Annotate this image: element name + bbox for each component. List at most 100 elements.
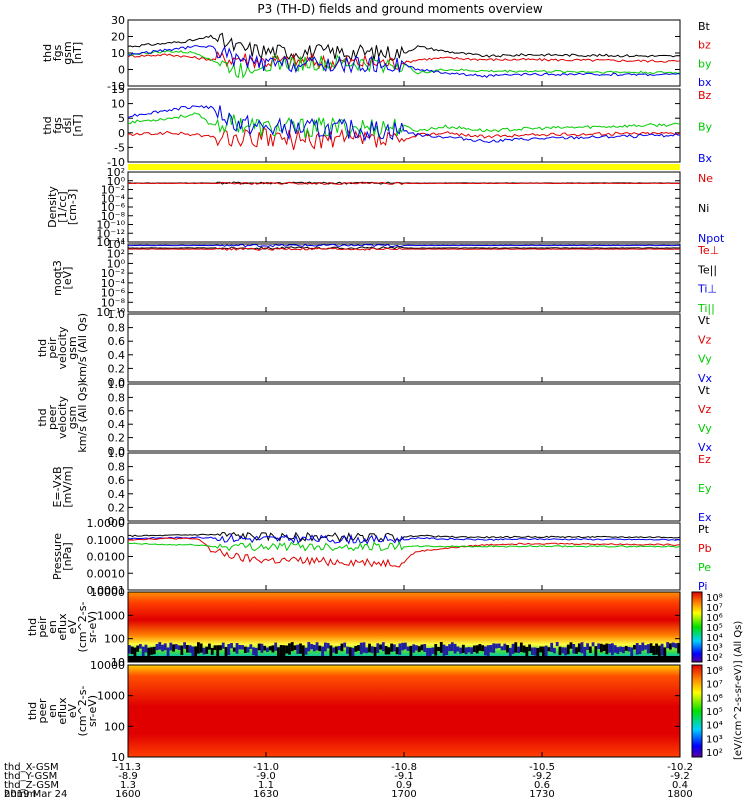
legend-Vy: Vy <box>698 422 712 435</box>
y-axis-label-line: (cm^2-s- <box>76 686 89 737</box>
spectrogram-noise <box>188 645 192 653</box>
panel-frame <box>127 243 681 313</box>
spectrogram-noise <box>362 642 366 653</box>
legend-By: By <box>698 121 713 134</box>
legend-Ey: Ey <box>698 482 712 495</box>
colorbar-lower-tick-label: 10⁸ <box>706 666 723 677</box>
y-tick-label: 0.6 <box>108 335 126 348</box>
y-tick-label: 10 <box>111 47 125 60</box>
y-axis-label-line: [eV] <box>61 267 74 290</box>
colorbar-lower-tick-label: 10² <box>706 748 723 759</box>
x-tick-label: 1.1 <box>258 780 274 791</box>
colorbar-upper-tick-label: 10⁴ <box>706 633 723 644</box>
y-axis-label-line: (cm^2-s- <box>76 602 89 653</box>
spectrogram-noise <box>384 645 388 655</box>
y-tick-label: 20 <box>111 31 125 44</box>
spectrogram-noise <box>644 645 647 650</box>
y-tick-label: 10⁻¹⁰ <box>96 219 125 232</box>
spectrogram-noise <box>304 647 308 655</box>
y-axis-label-line: eV <box>66 619 79 634</box>
spectrogram-noise <box>434 643 438 656</box>
spectrogram-noise <box>401 642 405 651</box>
legend-Ne: Ne <box>698 172 713 185</box>
legend-bx: bx <box>698 76 712 89</box>
spectrogram-noise <box>577 643 581 653</box>
spectrogram-noise <box>525 646 529 658</box>
y-tick-label: 0.6 <box>108 474 126 487</box>
colorbar-lower-tick-label: 10⁵ <box>706 707 723 718</box>
spectrogram-noise <box>180 645 184 655</box>
panel-frame <box>127 452 681 522</box>
x-tick-label: 1700 <box>391 789 416 800</box>
spectrogram-noise <box>139 644 142 649</box>
spectrogram-noise <box>655 643 658 655</box>
spectrogram-noise <box>608 643 612 653</box>
spectrogram-noise <box>517 646 520 654</box>
spectrogram-noise <box>652 645 656 656</box>
spectrogram-noise <box>406 646 410 651</box>
y-tick-label: 0.2 <box>108 501 126 514</box>
spectrogram-noise <box>594 646 598 657</box>
spectrogram-noise <box>508 647 512 659</box>
legend-Vx: Vx <box>698 441 713 454</box>
x-tick-label: -8.9 <box>118 771 138 782</box>
y-tick-label: 10⁻¹⁰ <box>96 306 125 319</box>
legend-Te⊥: Te⊥ <box>697 244 719 257</box>
spectrogram-noise <box>553 647 556 654</box>
spectrogram-noise <box>343 642 347 648</box>
spectrogram-noise <box>409 645 413 658</box>
x-tick-label: 1800 <box>667 789 692 800</box>
spectrogram-noise <box>544 645 548 657</box>
legend-Vz: Vz <box>698 333 712 346</box>
spectrogram-noise <box>470 647 474 654</box>
series-Bz <box>127 128 681 151</box>
colorbar-upper-tick-label: 10⁸ <box>706 593 723 604</box>
legend-Bt: Bt <box>698 20 711 33</box>
y-tick-label: 0.2 <box>108 362 126 375</box>
y-tick-label: 10² <box>107 248 125 261</box>
y-tick-label: 15 <box>111 83 125 96</box>
spectrogram-noise <box>285 645 289 654</box>
spectrogram-noise <box>564 647 567 656</box>
spectrogram-noise <box>166 647 170 659</box>
spectrogram-noise <box>359 642 363 655</box>
series-Bx <box>127 105 681 144</box>
spectrogram-noise <box>660 643 664 656</box>
spectrogram-noise <box>668 643 672 650</box>
spectrogram-noise <box>373 647 377 659</box>
legend-Vx: Vx <box>698 372 713 385</box>
legend-Ni: Ni <box>698 202 709 215</box>
spectrogram-noise <box>495 643 498 649</box>
spectrogram-noise <box>266 647 269 653</box>
y-axis-label-line: velocity <box>56 326 69 369</box>
spectrogram-noise <box>387 647 391 655</box>
legend-Ex: Ex <box>698 511 712 524</box>
spectrogram-noise <box>254 647 258 658</box>
y-axis-label-line: gsm <box>66 336 79 359</box>
spectrogram-noise <box>183 642 186 649</box>
y-tick-label: 1.0 <box>108 378 126 391</box>
spectrogram-noise <box>633 644 636 650</box>
y-axis-label-line: eV <box>66 703 79 718</box>
spectrogram-noise <box>586 643 589 650</box>
spectrogram-noise <box>674 643 678 649</box>
legend-Ti⊥: Ti⊥ <box>697 283 717 296</box>
spectrogram-noise <box>213 645 217 651</box>
spectrogram-noise <box>351 647 355 657</box>
y-tick-label: 1.0 <box>108 447 126 460</box>
colorbar-lower-tick-label: 10⁴ <box>706 721 723 732</box>
y-axis-label: thdfgsgsm[nT] <box>41 41 84 64</box>
spectrogram-noise <box>177 645 181 651</box>
y-axis-label-line: peir <box>36 616 49 638</box>
spectrogram-noise <box>412 644 416 653</box>
spectrogram-noise <box>622 646 625 654</box>
spectrogram-noise <box>332 647 336 653</box>
spectrogram-noise <box>290 642 294 652</box>
y-axis-label-line: thd <box>36 408 49 426</box>
spectrogram-noise <box>340 643 344 652</box>
y-tick-label: 0.4 <box>108 349 126 362</box>
y-tick-label: 10⁰ <box>107 175 126 188</box>
panel-peir-velocity: 1.00.80.60.40.20.0thdpeirvelocitygsmkm/s… <box>36 308 713 389</box>
spectrogram-noise <box>147 647 151 660</box>
